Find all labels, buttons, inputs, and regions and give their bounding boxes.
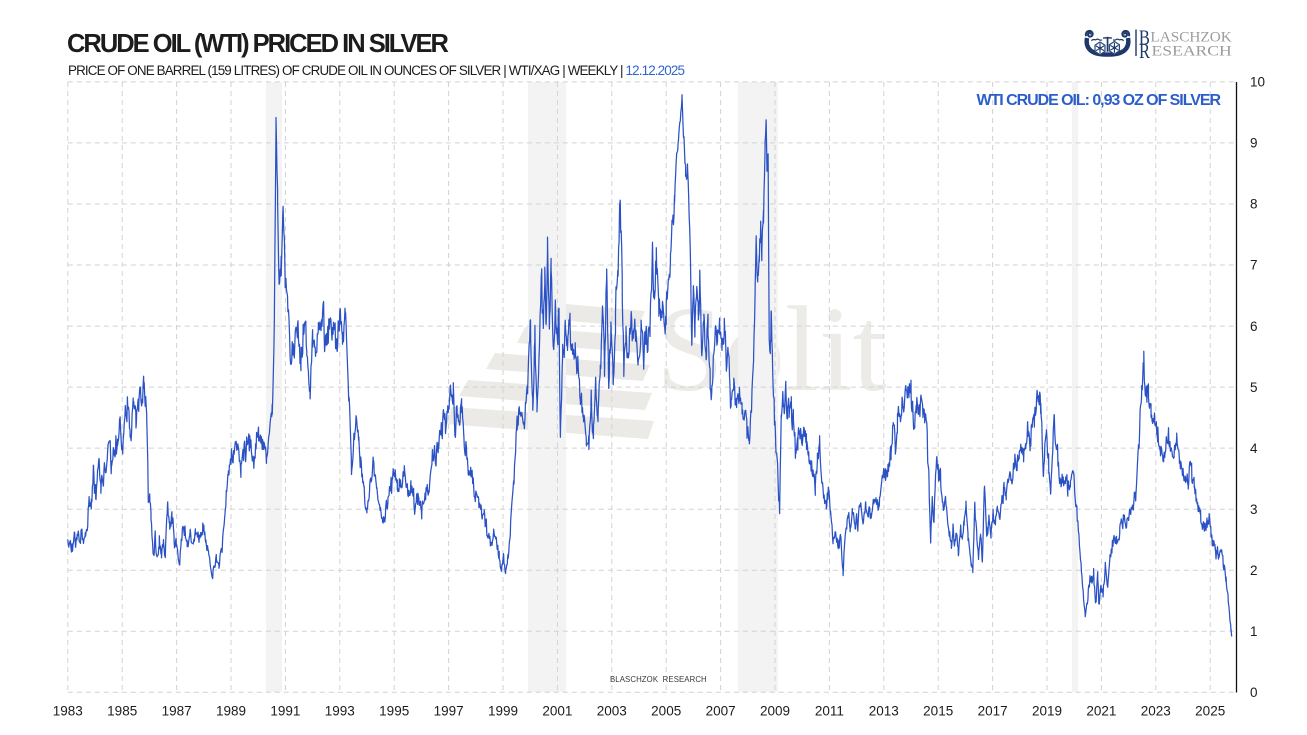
- svg-text:2011: 2011: [815, 703, 844, 718]
- svg-text:6: 6: [1250, 319, 1258, 334]
- svg-text:1995: 1995: [379, 703, 409, 718]
- svg-text:1985: 1985: [107, 703, 137, 718]
- svg-text:3: 3: [1250, 502, 1258, 517]
- svg-text:1: 1: [1250, 624, 1258, 639]
- svg-text:1991: 1991: [270, 703, 300, 718]
- svg-text:2003: 2003: [597, 703, 627, 718]
- svg-text:1989: 1989: [216, 703, 246, 718]
- svg-text:1983: 1983: [53, 703, 83, 718]
- svg-text:2025: 2025: [1195, 703, 1225, 718]
- svg-text:2019: 2019: [1032, 703, 1062, 718]
- svg-text:1997: 1997: [434, 703, 464, 718]
- svg-text:R: R: [1139, 39, 1150, 60]
- svg-text:2017: 2017: [978, 703, 1008, 718]
- svg-text:2009: 2009: [760, 703, 790, 718]
- svg-text:1999: 1999: [488, 703, 518, 718]
- svg-text:2021: 2021: [1086, 703, 1116, 718]
- svg-text:B: B: [1139, 27, 1150, 50]
- svg-text:1987: 1987: [162, 703, 192, 718]
- svg-text:8: 8: [1250, 197, 1258, 212]
- svg-text:2001: 2001: [542, 703, 572, 718]
- svg-text:5: 5: [1250, 380, 1258, 395]
- svg-text:4: 4: [1250, 441, 1258, 456]
- svg-text:ESEARCH: ESEARCH: [1152, 44, 1233, 60]
- svg-text:2: 2: [1250, 563, 1258, 578]
- svg-text:2007: 2007: [706, 703, 736, 718]
- svg-text:0: 0: [1250, 685, 1258, 700]
- svg-text:10: 10: [1250, 75, 1265, 90]
- svg-text:2015: 2015: [923, 703, 953, 718]
- svg-text:2013: 2013: [869, 703, 899, 718]
- svg-text:2005: 2005: [651, 703, 681, 718]
- svg-text:LASCHZOK: LASCHZOK: [1150, 30, 1232, 46]
- svg-text:1993: 1993: [325, 703, 355, 718]
- svg-text:9: 9: [1250, 136, 1258, 151]
- svg-text:2023: 2023: [1141, 703, 1171, 718]
- svg-text:7: 7: [1250, 258, 1258, 273]
